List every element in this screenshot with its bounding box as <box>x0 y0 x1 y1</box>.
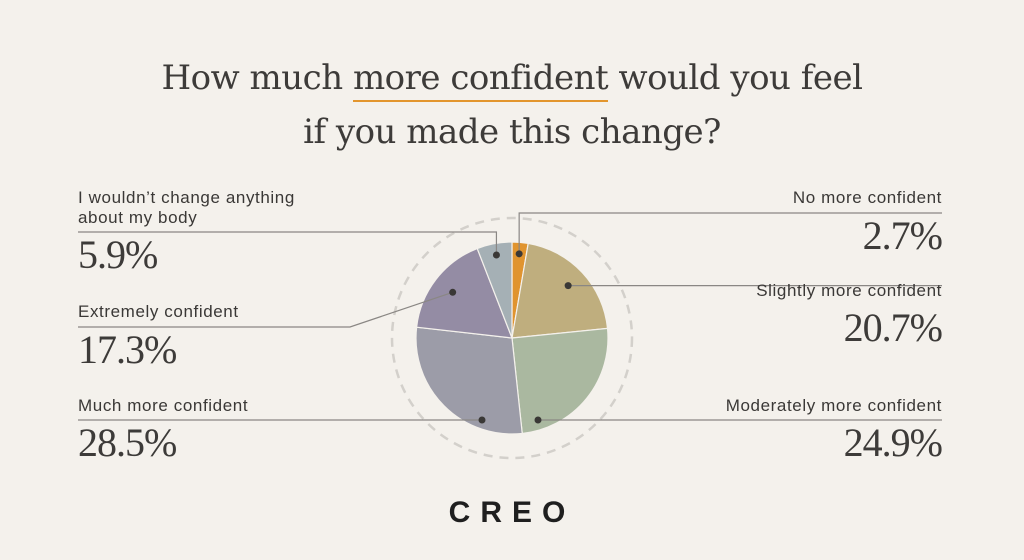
label-slightly: Slightly more confident <box>756 281 942 300</box>
leader-dot-much <box>478 416 486 424</box>
pie-slice-much-more-confident <box>415 326 523 435</box>
label-no-more: No more confident <box>792 188 942 207</box>
leader-line-no-change <box>78 231 498 255</box>
chart-title-line2: if you made this change? <box>303 112 721 152</box>
leader-line-no-more <box>518 212 942 254</box>
leader-dot-extremely <box>449 288 457 296</box>
label-no-change: I wouldn’t change anything about my body <box>78 188 295 227</box>
dashed-ring <box>390 216 634 460</box>
label-much: Much more confident <box>78 396 249 415</box>
title-text: How much <box>161 58 353 98</box>
pie-slice-moderately-more-confident <box>511 327 609 435</box>
value-no-change: 5.9% <box>78 232 158 277</box>
creo-logo: CREO <box>448 496 576 529</box>
value-moderately: 24.9% <box>843 420 943 465</box>
title-text: would you feel <box>608 58 863 98</box>
title-highlight: more confident <box>352 58 609 102</box>
value-much: 28.5% <box>78 420 177 465</box>
leader-dot-slightly <box>564 282 572 290</box>
pie-slice-extremely-confident <box>415 247 513 339</box>
value-slightly: 20.7% <box>843 305 943 350</box>
value-no-more: 2.7% <box>862 213 943 258</box>
pie-slice-slightly-more-confident <box>511 242 609 339</box>
leader-line-extremely <box>78 291 453 328</box>
leader-dot-no-change <box>492 251 500 259</box>
value-extremely: 17.3% <box>78 327 177 372</box>
label-moderately: Moderately more confident <box>725 396 942 415</box>
label-extremely: Extremely confident <box>78 302 239 321</box>
leader-dot-moderately <box>534 416 542 424</box>
leader-dot-no-more <box>515 250 523 258</box>
chart-title-line1: How much more confident would you feel <box>0 58 1024 102</box>
pie-slice-i-wouldn-t-change-anything-about-my-body <box>476 241 513 339</box>
